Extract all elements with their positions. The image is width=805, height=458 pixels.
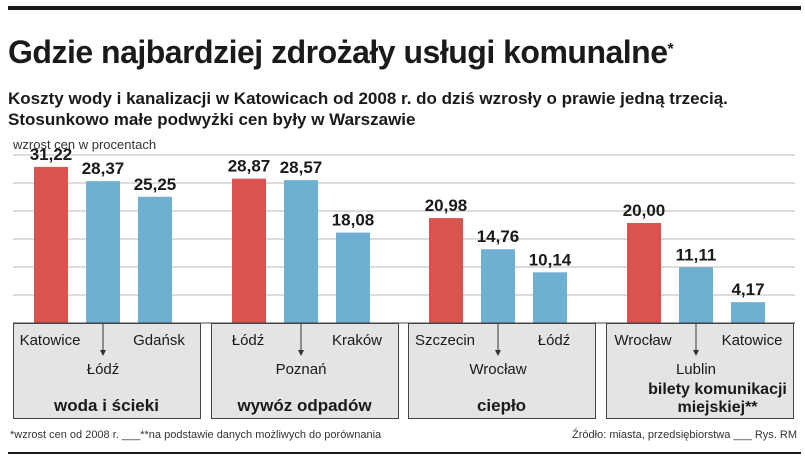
bar bbox=[627, 223, 661, 323]
bar bbox=[284, 180, 318, 323]
group-name: bilety komunikacji bbox=[648, 381, 787, 398]
city-label: Łódź bbox=[538, 332, 571, 349]
city-label: Poznań bbox=[276, 361, 327, 378]
pointer-arrow bbox=[495, 350, 501, 356]
chart-subtitle: Koszty wody i kanalizacji w Katowicach o… bbox=[8, 88, 728, 130]
bar bbox=[481, 249, 515, 323]
data-label: 28,57 bbox=[280, 158, 323, 177]
footnote: *wzrost cen od 2008 r. ___**na podstawie… bbox=[10, 429, 382, 441]
data-label: 25,25 bbox=[134, 175, 177, 194]
subtitle-line-1: Koszty wody i kanalizacji w Katowicach o… bbox=[8, 89, 728, 108]
data-label: 10,14 bbox=[529, 250, 572, 269]
data-label: 28,37 bbox=[82, 159, 125, 178]
pointer-arrow bbox=[100, 350, 106, 356]
city-label: Szczecin bbox=[415, 332, 475, 349]
pointer-arrow bbox=[298, 350, 304, 356]
bar bbox=[138, 196, 172, 323]
group-name: miejskiej** bbox=[677, 399, 758, 416]
data-label: 4,17 bbox=[731, 280, 764, 299]
city-label: Katowice bbox=[20, 332, 81, 349]
title-footnote-mark: * bbox=[667, 41, 674, 58]
bar bbox=[336, 232, 370, 323]
data-label: 14,76 bbox=[477, 227, 520, 246]
city-label: Łódź bbox=[87, 361, 120, 378]
city-label: Lublin bbox=[676, 361, 716, 378]
bar bbox=[429, 218, 463, 323]
city-label: Wrocław bbox=[469, 361, 526, 378]
bar bbox=[731, 302, 765, 323]
category-box bbox=[408, 323, 596, 419]
city-label: Wrocław bbox=[614, 332, 671, 349]
chart-title: Gdzie najbardziej zdrożały usługi komuna… bbox=[8, 34, 674, 70]
city-label: Kraków bbox=[332, 332, 382, 349]
group-name: ciepło bbox=[477, 396, 526, 415]
city-label: Łódź bbox=[232, 332, 265, 349]
data-label: 20,00 bbox=[623, 201, 666, 220]
category-box bbox=[606, 323, 794, 419]
group-name: woda i ścieki bbox=[53, 396, 159, 415]
data-label: 18,08 bbox=[332, 211, 375, 230]
data-label: 28,87 bbox=[228, 157, 271, 176]
bar bbox=[679, 267, 713, 323]
bottom-rule bbox=[8, 452, 801, 454]
city-label: Gdańsk bbox=[133, 332, 185, 349]
top-rule bbox=[8, 6, 801, 10]
data-label: 20,98 bbox=[425, 196, 468, 215]
group-name: wywóz odpadów bbox=[236, 396, 372, 415]
bar bbox=[533, 272, 567, 323]
y-axis-label: wzrost cen w procentach bbox=[13, 137, 157, 152]
data-label: 11,11 bbox=[676, 245, 717, 264]
category-box bbox=[211, 323, 399, 419]
subtitle-line-2: Stosunkowo małe podwyżki cen były w Wars… bbox=[8, 110, 416, 129]
category-box bbox=[13, 323, 201, 419]
source-note: Źródło: miasta, przedsiębiorstwa ___ Rys… bbox=[572, 429, 797, 441]
pointer-arrow bbox=[693, 350, 699, 356]
data-label: 31,22 bbox=[30, 145, 73, 164]
city-label: Katowice bbox=[722, 332, 783, 349]
bar bbox=[86, 181, 120, 323]
bar bbox=[232, 178, 266, 323]
bar bbox=[34, 166, 68, 323]
